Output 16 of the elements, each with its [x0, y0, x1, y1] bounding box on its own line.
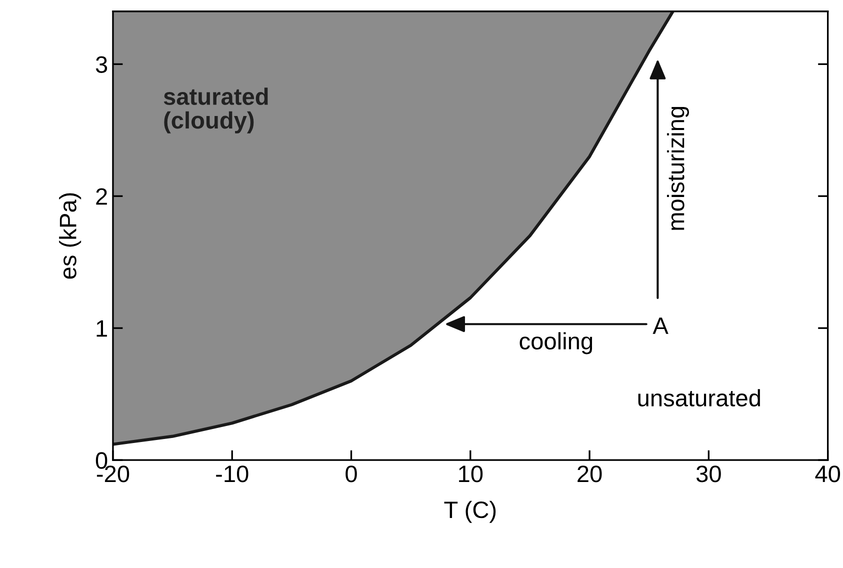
annotation: A	[652, 318, 668, 334]
x-axis-title: T (C)	[444, 500, 496, 523]
annotation: saturated (cloudy)	[164, 88, 268, 134]
y-tick-label: 1	[96, 320, 107, 337]
x-tick-label: -10	[216, 466, 248, 482]
x-tick-label: 40	[815, 466, 840, 482]
y-axis-title: es (kPa)	[59, 193, 82, 279]
y-tick-label: 3	[96, 56, 108, 73]
y-tick-label: 2	[96, 188, 107, 205]
annotation: moisturizing	[666, 106, 689, 230]
x-tick-label: 0	[346, 466, 357, 482]
x-tick-label: 20	[578, 466, 602, 482]
annotation: unsaturated	[638, 389, 760, 406]
x-tick-label: 30	[696, 466, 721, 482]
x-tick-label: 10	[459, 466, 483, 482]
annotation: cooling	[520, 332, 592, 354]
